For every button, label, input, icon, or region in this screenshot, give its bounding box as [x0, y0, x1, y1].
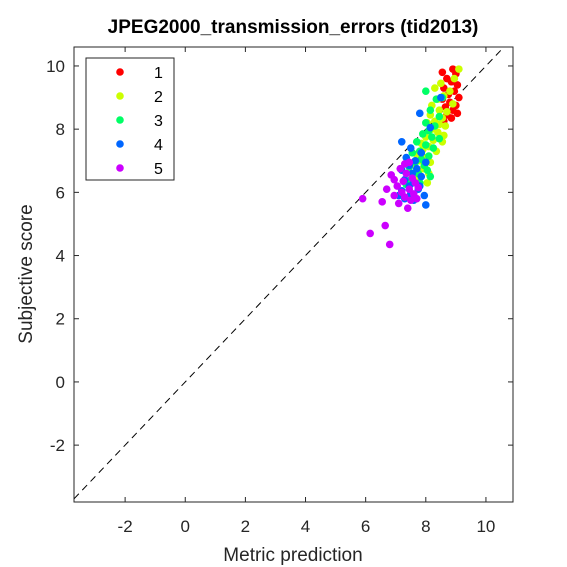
chart-title: JPEG2000_transmission_errors (tid2013) — [108, 17, 479, 38]
data-point-series-3 — [422, 87, 430, 96]
data-point-series-5 — [358, 194, 367, 203]
legend-marker-series-2 — [116, 92, 124, 100]
tick-layer: -2 0 2 4 6 8 10 -2 0 2 4 6 8 10 — [46, 47, 513, 536]
data-point-series-4 — [422, 201, 430, 209]
data-point-series-2 — [434, 128, 442, 137]
data-point-series-5 — [381, 221, 390, 230]
data-point-series-4 — [417, 149, 426, 157]
y-tick-label: 6 — [56, 183, 65, 202]
data-point-series-5 — [403, 204, 412, 212]
x-axis-label: Metric prediction — [223, 545, 362, 566]
data-point-series-5 — [399, 177, 408, 186]
data-point-series-4 — [406, 144, 415, 152]
data-point-series-3 — [435, 134, 444, 143]
data-point-series-3 — [423, 166, 432, 175]
data-point-series-5 — [402, 169, 411, 178]
data-point-series-1 — [455, 93, 463, 102]
series-5 — [358, 158, 423, 249]
y-tick-label: -2 — [50, 436, 65, 455]
data-point-series-3 — [426, 106, 435, 114]
data-point-series-2 — [431, 84, 439, 92]
y-tick-label: 4 — [56, 247, 65, 266]
data-point-series-5 — [405, 158, 414, 167]
y-axis-label: Subjective score — [16, 204, 37, 343]
data-point-series-3 — [418, 130, 427, 138]
legend-marker-series-4 — [116, 140, 124, 148]
data-point-series-5 — [400, 193, 409, 201]
data-point-series-5 — [382, 185, 391, 193]
x-tick-label: 6 — [361, 517, 370, 536]
x-tick-label: 8 — [421, 517, 430, 536]
data-point-series-3 — [422, 119, 430, 127]
data-point-series-3 — [425, 152, 433, 160]
data-point-series-1 — [447, 114, 456, 122]
legend-label: 1 — [154, 65, 163, 82]
data-point-series-5 — [414, 183, 423, 192]
data-point-series-3 — [429, 144, 438, 152]
data-point-series-2 — [450, 74, 459, 83]
data-point-series-3 — [412, 137, 421, 146]
data-point-series-2 — [435, 106, 444, 114]
data-point-series-4 — [412, 164, 421, 173]
data-point-series-5 — [406, 196, 415, 205]
data-point-series-5 — [390, 175, 399, 184]
data-point-series-2 — [455, 65, 463, 73]
x-tick-label: 4 — [301, 517, 310, 536]
x-tick-label: -2 — [118, 517, 133, 536]
data-point-series-4 — [422, 158, 430, 167]
legend: 1 2 3 4 5 — [85, 57, 175, 181]
data-point-series-3 — [422, 141, 430, 149]
data-point-series-5 — [405, 185, 414, 193]
legend-marker-series-3 — [116, 116, 124, 124]
data-point-series-2 — [437, 79, 445, 88]
data-point-series-3 — [426, 172, 435, 181]
y-tick-label: 0 — [56, 373, 65, 392]
legend-label: 3 — [154, 113, 163, 130]
x-tick-label: 10 — [476, 517, 495, 536]
data-point-series-1 — [453, 81, 462, 89]
data-point-series-5 — [393, 182, 402, 190]
data-point-series-2 — [449, 100, 457, 108]
data-point-series-5 — [366, 229, 374, 238]
legend-label: 5 — [154, 161, 163, 178]
data-point-series-4 — [397, 137, 406, 146]
y-tick-label: 8 — [56, 120, 65, 139]
y-tick-label: 10 — [46, 57, 65, 76]
data-point-series-4 — [437, 93, 445, 102]
data-point-series-4 — [426, 123, 435, 132]
data-point-series-4 — [411, 156, 420, 165]
data-point-series-5 — [385, 240, 394, 249]
legend-label: 2 — [154, 89, 163, 106]
data-point-series-3 — [435, 112, 444, 121]
data-point-series-5 — [396, 164, 405, 173]
data-point-series-2 — [446, 87, 454, 96]
legend-marker-series-1 — [116, 68, 124, 76]
x-tick-label: 2 — [241, 517, 250, 536]
data-point-series-2 — [441, 122, 450, 130]
data-point-series-5 — [394, 199, 403, 208]
data-point-series-1 — [453, 109, 462, 118]
data-point-series-5 — [390, 191, 399, 200]
data-point-series-2 — [443, 107, 451, 116]
legend-marker-series-5 — [116, 164, 124, 172]
x-tick-label: 0 — [181, 517, 190, 536]
data-point-series-3 — [428, 133, 436, 141]
y-tick-label: 2 — [56, 310, 65, 329]
points-layer — [358, 65, 463, 249]
data-point-series-4 — [420, 191, 429, 200]
data-point-series-4 — [417, 172, 426, 181]
data-point-series-5 — [412, 194, 421, 203]
data-point-series-5 — [378, 198, 387, 206]
legend-label: 4 — [154, 137, 163, 154]
data-point-series-4 — [415, 109, 424, 118]
legend-box — [85, 57, 175, 181]
data-point-series-1 — [438, 68, 447, 77]
data-point-series-2 — [423, 179, 432, 187]
